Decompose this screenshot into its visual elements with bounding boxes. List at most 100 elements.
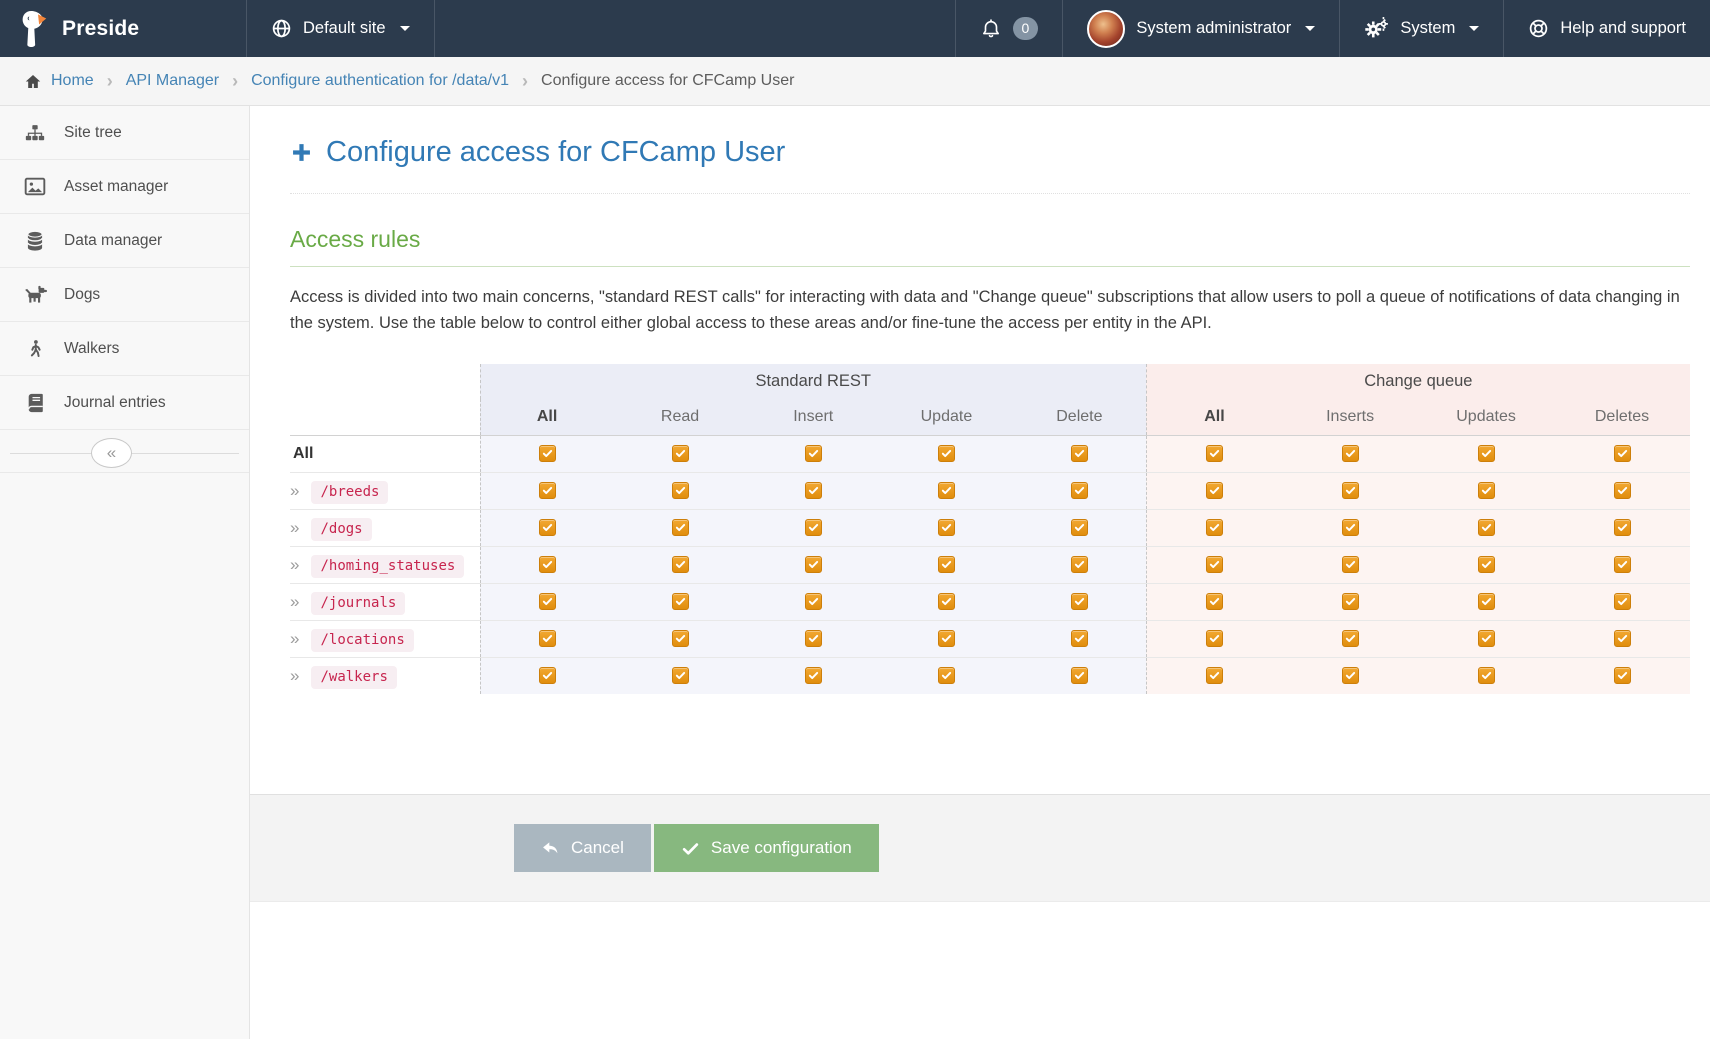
access-cell [613,656,747,695]
access-cell [1418,545,1555,584]
access-checkbox[interactable] [1070,667,1088,685]
globe-icon [271,18,292,39]
sidebar-item-asset-manager[interactable]: Asset manager [0,160,249,214]
site-selector-dropdown[interactable]: Default site [247,0,435,57]
access-checkbox[interactable] [1341,629,1359,647]
access-checkbox[interactable] [1477,444,1495,462]
access-checkbox[interactable] [538,481,556,499]
access-checkbox[interactable] [937,667,955,685]
access-cell [1145,582,1283,621]
access-checkbox[interactable] [937,518,955,536]
sidebar-item-walkers[interactable]: Walkers [0,322,249,376]
double-chevron-left-icon: « [106,443,117,462]
expand-row-icon[interactable]: » [290,480,300,500]
access-checkbox[interactable] [1613,667,1631,685]
access-checkbox[interactable] [538,555,556,573]
access-checkbox[interactable] [1613,481,1631,499]
access-cell [1554,471,1690,510]
access-cell [879,471,1014,510]
brand-home-link[interactable]: Preside [0,0,247,57]
access-checkbox[interactable] [1341,518,1359,536]
access-checkbox[interactable] [937,629,955,647]
access-checkbox[interactable] [937,481,955,499]
access-checkbox[interactable] [1341,555,1359,573]
access-checkbox[interactable] [538,629,556,647]
save-configuration-button[interactable]: Save configuration [653,824,879,873]
access-checkbox[interactable] [1205,592,1223,610]
access-checkbox[interactable] [804,555,822,573]
system-menu-dropdown[interactable]: System [1339,0,1503,57]
access-checkbox[interactable] [671,592,689,610]
access-cell [613,508,747,547]
access-checkbox[interactable] [1070,481,1088,499]
access-checkbox[interactable] [1477,481,1495,499]
access-checkbox[interactable] [937,555,955,573]
access-checkbox[interactable] [1613,444,1631,462]
expand-row-icon[interactable]: » [290,517,300,537]
access-checkbox[interactable] [1341,592,1359,610]
access-checkbox[interactable] [538,444,556,462]
access-checkbox[interactable] [1205,555,1223,573]
access-checkbox[interactable] [671,667,689,685]
access-checkbox[interactable] [1070,629,1088,647]
access-checkbox[interactable] [1070,518,1088,536]
access-checkbox[interactable] [1205,481,1223,499]
access-checkbox[interactable] [804,629,822,647]
sidebar-item-site-tree[interactable]: Site tree [0,106,249,160]
access-checkbox[interactable] [538,667,556,685]
expand-row-icon[interactable]: » [290,628,300,648]
access-checkbox[interactable] [671,518,689,536]
access-checkbox[interactable] [1070,444,1088,462]
sidebar-item-journal-entries[interactable]: Journal entries [0,376,249,430]
user-menu-label: System administrator [1136,19,1292,37]
access-cell [1282,619,1419,658]
access-cell [1013,471,1147,510]
user-menu-dropdown[interactable]: System administrator [1062,0,1339,57]
access-checkbox[interactable] [804,444,822,462]
access-checkbox[interactable] [804,481,822,499]
breadcrumb-link-configure-authentication[interactable]: Configure authentication for /data/v1 [251,72,510,89]
access-checkbox[interactable] [937,592,955,610]
access-checkbox[interactable] [671,629,689,647]
access-checkbox[interactable] [1613,518,1631,536]
access-checkbox[interactable] [804,592,822,610]
access-checkbox[interactable] [1477,555,1495,573]
expand-row-icon[interactable]: » [290,591,300,611]
access-checkbox[interactable] [1341,481,1359,499]
access-checkbox[interactable] [1070,555,1088,573]
access-checkbox[interactable] [1205,518,1223,536]
access-checkbox[interactable] [804,518,822,536]
sidebar-item-dogs[interactable]: Dogs [0,268,249,322]
expand-row-icon[interactable]: » [290,554,300,574]
access-checkbox[interactable] [1613,555,1631,573]
access-checkbox[interactable] [538,518,556,536]
help-label: Help and support [1560,19,1686,37]
access-checkbox[interactable] [937,444,955,462]
access-checkbox[interactable] [1205,667,1223,685]
notifications-button[interactable]: 0 [954,0,1063,57]
access-checkbox[interactable] [538,592,556,610]
cancel-button[interactable]: Cancel [514,824,651,873]
access-checkbox[interactable] [1341,444,1359,462]
sidebar-collapse-button[interactable]: « [91,438,132,468]
access-checkbox[interactable] [671,555,689,573]
access-checkbox[interactable] [1341,667,1359,685]
expand-row-icon[interactable]: » [290,665,300,685]
access-checkbox[interactable] [671,444,689,462]
access-checkbox[interactable] [1613,629,1631,647]
access-checkbox[interactable] [671,481,689,499]
sidebar-item-data-manager[interactable]: Data manager [0,214,249,268]
breadcrumb-link-home[interactable]: Home [24,72,94,90]
access-checkbox[interactable] [1477,518,1495,536]
access-checkbox[interactable] [1205,444,1223,462]
access-checkbox[interactable] [1613,592,1631,610]
help-and-support-link[interactable]: Help and support [1503,0,1710,57]
access-checkbox[interactable] [1205,629,1223,647]
access-checkbox[interactable] [804,667,822,685]
access-checkbox[interactable] [1477,667,1495,685]
access-cell [1554,545,1690,584]
breadcrumb-link-api-manager[interactable]: API Manager [125,72,220,89]
access-checkbox[interactable] [1477,629,1495,647]
access-checkbox[interactable] [1070,592,1088,610]
access-checkbox[interactable] [1477,592,1495,610]
